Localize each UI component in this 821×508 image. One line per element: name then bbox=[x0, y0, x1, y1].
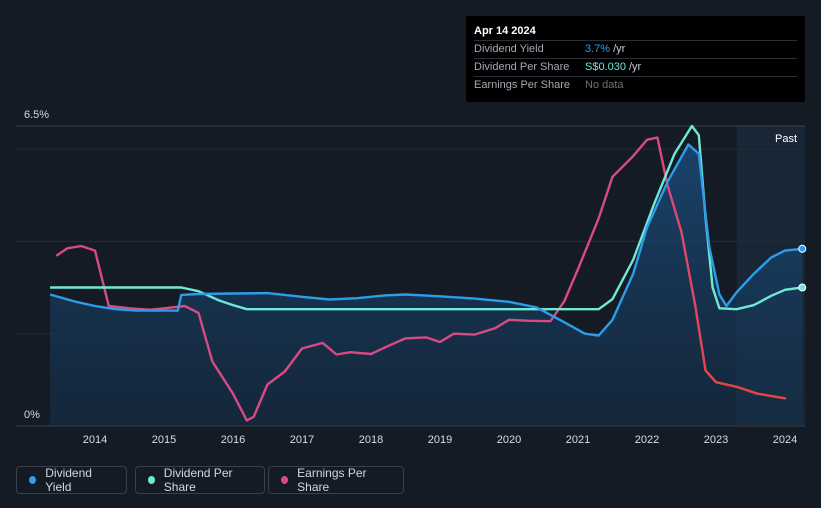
legend-earnings-per-share[interactable]: Earnings Per Share bbox=[268, 466, 404, 494]
tooltip-label: Earnings Per Share bbox=[474, 79, 570, 91]
tooltip-unit: /yr bbox=[628, 61, 642, 73]
earnings-per-share-dot-icon bbox=[281, 476, 289, 484]
dividend-yield-line bbox=[49, 143, 803, 337]
legend-label: Dividend Per Share bbox=[163, 466, 233, 494]
tooltip-row-earnings-per-share: Earnings Per Share No data bbox=[474, 76, 797, 94]
tooltip-label: Dividend Per Share bbox=[474, 61, 570, 73]
earnings-per-share-line bbox=[55, 136, 787, 422]
tooltip-label: Dividend Yield bbox=[474, 43, 544, 55]
legend-dividend-yield[interactable]: Dividend Yield bbox=[16, 466, 127, 494]
tooltip-row-dividend-per-share: Dividend Per Share S$0.030 /yr bbox=[474, 58, 797, 76]
dividend-per-share-line bbox=[50, 124, 803, 311]
legend-label: Earnings Per Share bbox=[297, 466, 367, 494]
x-tick-label: 2023 bbox=[704, 434, 728, 446]
tooltip-value: 3.7% bbox=[585, 43, 611, 55]
tooltip-unit: /yr bbox=[613, 43, 626, 55]
y-axis-bottom-label: 0% bbox=[24, 409, 40, 421]
x-tick-label: 2024 bbox=[773, 434, 797, 446]
x-tick-label: 2016 bbox=[221, 434, 245, 446]
dividend-per-share-dot-icon bbox=[148, 476, 155, 484]
dividend-yield-endpoint bbox=[798, 244, 807, 253]
tooltip-row-dividend-yield: Dividend Yield 3.7% /yr bbox=[474, 40, 797, 58]
tooltip-value: S$0.030 bbox=[585, 61, 626, 73]
tooltip: Apr 14 2024 Dividend Yield 3.7% /yr Divi… bbox=[466, 16, 805, 102]
legend-label: Dividend Yield bbox=[45, 466, 92, 494]
dividend-yield-dot-icon bbox=[29, 476, 37, 484]
x-tick-label: 2018 bbox=[359, 434, 383, 446]
dividend-yield-area bbox=[50, 144, 803, 426]
y-axis-top-label: 6.5% bbox=[24, 109, 49, 121]
x-tick-label: 2021 bbox=[566, 434, 590, 446]
legend-dividend-per-share[interactable]: Dividend Per Share bbox=[135, 466, 265, 494]
x-tick-label: 2015 bbox=[152, 434, 176, 446]
tooltip-date: Apr 14 2024 bbox=[474, 25, 536, 37]
x-tick-label: 2017 bbox=[290, 434, 314, 446]
x-tick-label: 2019 bbox=[428, 434, 452, 446]
tooltip-value: No data bbox=[585, 79, 624, 91]
x-tick-label: 2020 bbox=[497, 434, 521, 446]
x-tick-label: 2014 bbox=[83, 434, 107, 446]
dividend-per-share-endpoint bbox=[798, 283, 807, 292]
x-tick-label: 2022 bbox=[635, 434, 659, 446]
past-label: Past bbox=[775, 133, 797, 145]
